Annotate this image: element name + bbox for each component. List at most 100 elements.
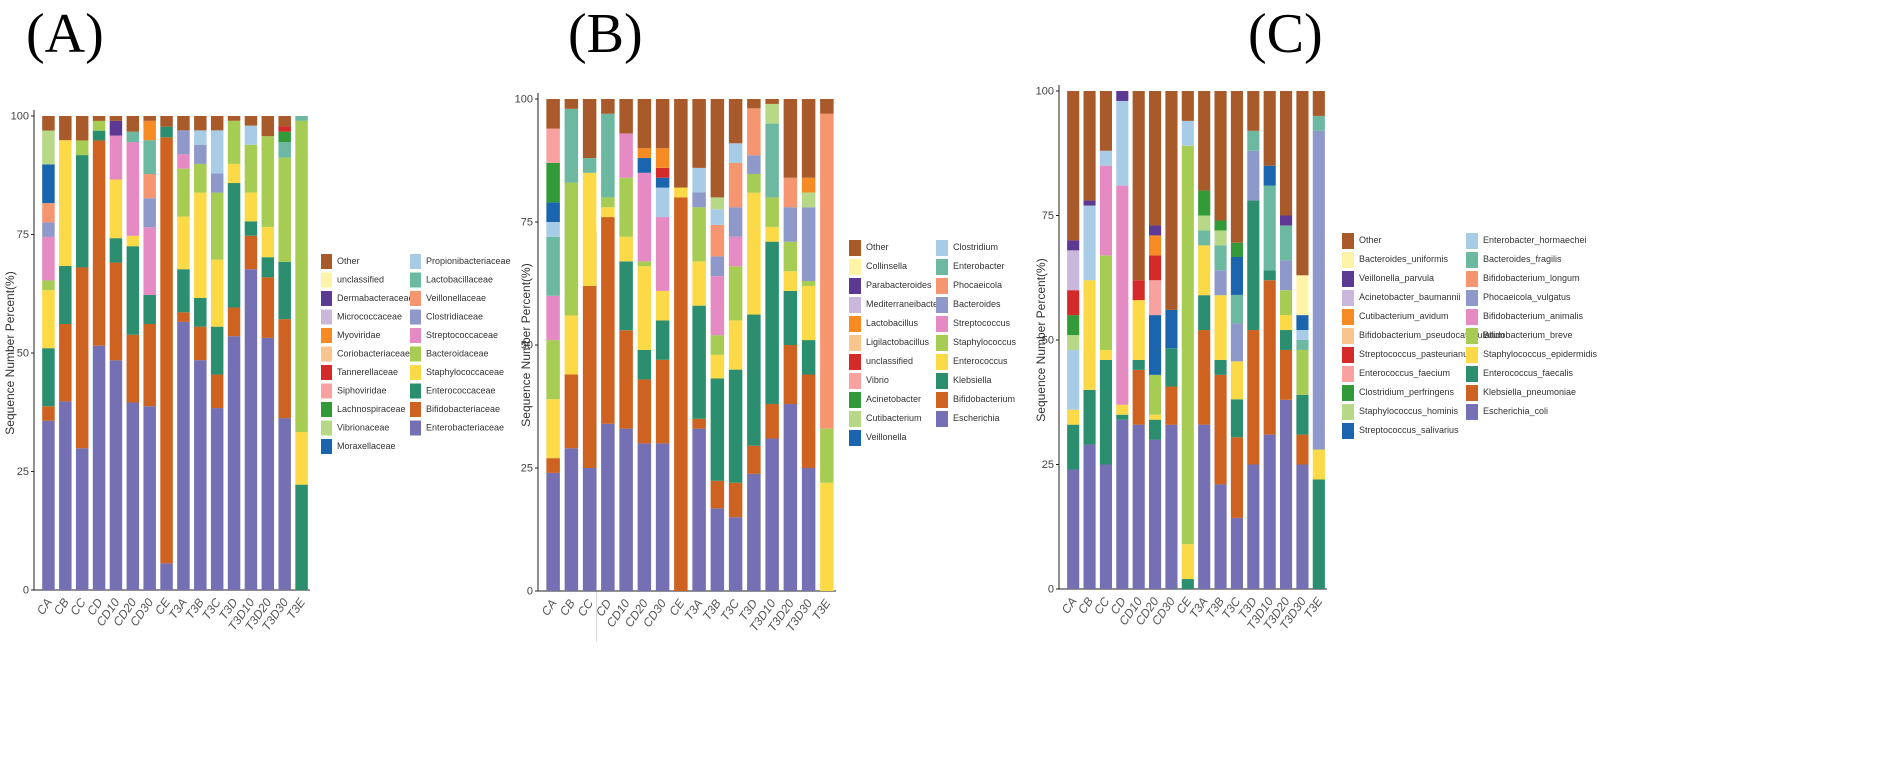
legend-swatch — [936, 335, 948, 351]
bar-segment — [194, 130, 207, 145]
y-tick-label: 75 — [521, 217, 533, 229]
legend-swatch — [1342, 271, 1354, 287]
legend-swatch — [849, 373, 861, 389]
bar-segment — [564, 108, 579, 183]
legend-label: Staphylococcus_epidermidis — [1483, 349, 1598, 359]
bar-segment — [1296, 315, 1309, 331]
legend-label: Veillonella_parvula — [1359, 273, 1434, 283]
bar-segment — [295, 116, 308, 121]
bar-segment — [1132, 424, 1145, 589]
bar-segment — [1296, 464, 1309, 589]
bar-segment — [126, 235, 140, 247]
bar-segment — [728, 99, 743, 144]
legend-swatch — [936, 373, 948, 389]
bar-segment — [1280, 225, 1293, 261]
legend-label: Veillonella — [866, 432, 907, 442]
legend-swatch — [936, 297, 948, 313]
bar-segment — [619, 261, 633, 331]
legend-label: Vibrio — [866, 375, 889, 385]
bar-segment — [244, 221, 258, 236]
bar-segment — [546, 162, 560, 203]
bar-segment — [177, 321, 190, 590]
legend-swatch — [410, 254, 421, 269]
bar-segment — [1099, 349, 1112, 360]
bar-segment — [747, 192, 761, 315]
legend-label: Bifidobacterium_breve — [1483, 330, 1573, 340]
bar-segment — [1067, 424, 1080, 470]
bar-segment — [210, 173, 224, 193]
bar-segment — [126, 142, 140, 236]
bar-segment — [637, 379, 652, 444]
bar-segment — [801, 192, 816, 208]
bar-segment — [1214, 359, 1227, 375]
bar-segment — [1083, 389, 1096, 445]
legend-swatch — [410, 383, 421, 399]
legend-label: unclassified — [866, 356, 913, 366]
bar-segment — [710, 224, 725, 257]
bar-segment — [1067, 409, 1080, 425]
bar-segment — [210, 130, 224, 174]
bar-segment — [728, 369, 743, 483]
bar-segment — [278, 126, 291, 132]
bar-segment — [244, 192, 258, 222]
bar-segment — [564, 448, 579, 591]
legend-swatch — [849, 278, 861, 294]
bar-segment — [59, 323, 72, 402]
bar-segment — [295, 484, 308, 590]
legend-label: Lachnospiraceae — [337, 404, 406, 414]
bar-segment — [244, 269, 258, 590]
bar-segment — [710, 378, 725, 481]
bar-segment — [801, 374, 816, 468]
bar-segment — [143, 116, 156, 121]
bar-segment — [1230, 91, 1243, 243]
bar-segment — [783, 99, 798, 178]
bar-segment — [160, 137, 173, 564]
legend-swatch — [1466, 233, 1478, 249]
bar-segment — [227, 163, 241, 184]
bar-segment — [210, 259, 224, 327]
bar-segment — [227, 183, 241, 308]
bar-segment — [210, 326, 224, 375]
bar-segment — [1214, 91, 1227, 221]
bar-segment — [1296, 91, 1309, 276]
bar-segment — [747, 108, 761, 156]
legend-label: Klebsiella — [953, 375, 992, 385]
legend-label: Tannerellaceae — [337, 367, 398, 377]
y-tick-label: 0 — [527, 586, 533, 598]
bar-segment — [126, 131, 140, 143]
bar-segment — [143, 140, 156, 175]
bar-segment — [1116, 414, 1129, 420]
bar-segment — [747, 99, 761, 109]
legend-swatch — [1342, 385, 1354, 401]
bar-segment — [244, 116, 258, 126]
bar-segment — [765, 99, 779, 104]
legend-swatch — [1342, 366, 1354, 382]
legend-label: Dermabacteraceae — [337, 293, 414, 303]
bar-segment — [1230, 399, 1243, 438]
legend-swatch — [1342, 347, 1354, 363]
bar-segment — [1198, 245, 1211, 296]
bar-segment — [1312, 91, 1325, 116]
bar-segment — [1149, 225, 1162, 236]
legend-label: Escherichia_coli — [1483, 406, 1548, 416]
bar-segment — [1214, 374, 1227, 485]
y-tick-label: 50 — [17, 348, 29, 360]
bar-segment — [1067, 469, 1080, 589]
legend-swatch — [849, 297, 861, 313]
bar-segment — [1230, 361, 1243, 400]
bar-segment — [710, 276, 725, 336]
legend-label: Streptococcaceae — [426, 330, 498, 340]
bar-segment — [1181, 120, 1194, 146]
bar-segment — [1067, 240, 1080, 251]
bar-segment — [143, 323, 156, 407]
bar-segment — [655, 320, 670, 360]
legend-swatch — [410, 272, 421, 288]
bar-segment — [637, 172, 652, 262]
bar-segment — [747, 473, 761, 591]
bar-segment — [1116, 185, 1129, 405]
y-tick-label: 75 — [17, 229, 29, 241]
legend-label: Enterobacter_hormaechei — [1483, 235, 1587, 245]
legend-swatch — [321, 346, 332, 362]
legend-label: Escherichia — [953, 413, 1000, 423]
bar-segment — [143, 174, 156, 199]
